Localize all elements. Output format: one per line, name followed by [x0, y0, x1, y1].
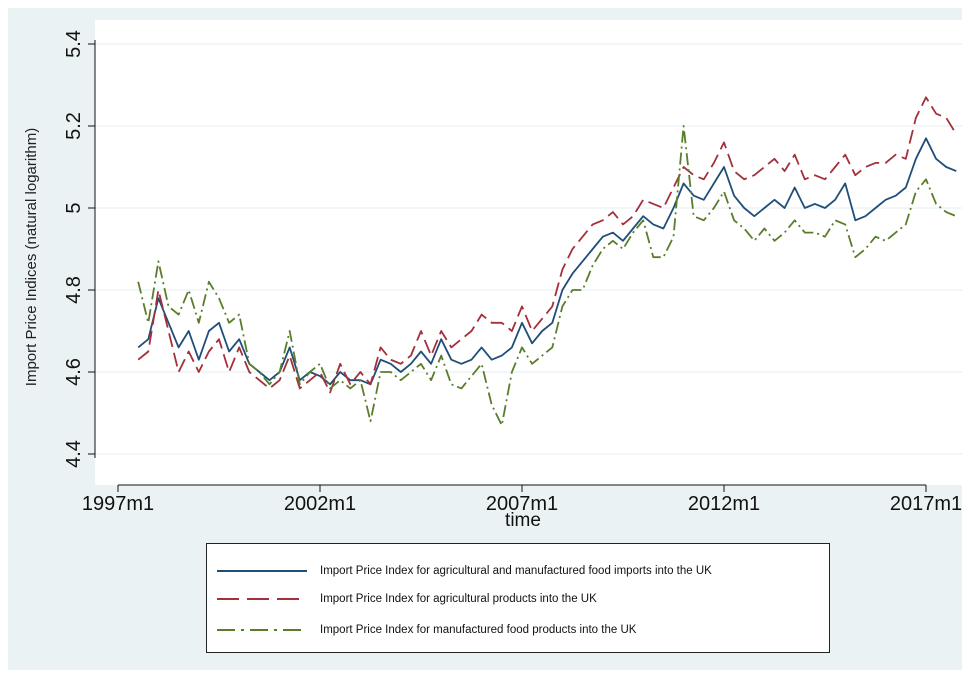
chart-frame: 4.4 4.6 4.8 5 5.2 5.4 1997m1 2002m1 2007m1 2012m1… — [8, 8, 962, 670]
y-tick-label: 4.4 — [63, 440, 85, 468]
legend-label-agricultural: Import Price Index for agricultural prod… — [320, 593, 597, 605]
series-line-combined — [137, 137, 957, 386]
x-tick-label: 2002m1 — [284, 493, 356, 515]
y-tick-label: 5 — [63, 202, 85, 213]
series-layer — [137, 96, 958, 427]
legend-item-manufactured: Import Price Index for manufactured food… — [207, 620, 829, 640]
legend: Import Price Index for agricultural and … — [206, 543, 830, 653]
y-tick-label: 4.6 — [63, 358, 85, 386]
y-axis-title: Import Price Indices (natural logarithm) — [23, 128, 40, 386]
legend-swatch-manufactured — [217, 629, 307, 631]
axis-layer: 4.4 4.6 4.8 5 5.2 5.4 1997m1 2002m1 2007m1 2012m1… — [63, 30, 962, 515]
x-tick-label: 2012m1 — [688, 493, 760, 515]
plot-area — [95, 20, 962, 485]
x-tick-label: 1997m1 — [82, 493, 154, 515]
grid-layer — [95, 43, 962, 455]
series-line-agricultural — [137, 96, 958, 394]
chart-svg: 4.4 4.6 4.8 5 5.2 5.4 1997m1 2002m1 2007m1 2012m1… — [23, 20, 962, 531]
legend-swatch-combined — [217, 570, 307, 572]
y-tick-label: 5.4 — [63, 30, 85, 58]
y-tick-label: 5.2 — [63, 112, 85, 140]
legend-label-manufactured: Import Price Index for manufactured food… — [320, 624, 637, 636]
x-tick-label: 2017m1 — [890, 493, 962, 515]
y-tick-label: 4.8 — [63, 276, 85, 304]
x-axis-title: time — [505, 510, 541, 531]
legend-item-agricultural: Import Price Index for agricultural prod… — [207, 589, 829, 609]
series-line-manufactured — [137, 125, 957, 427]
legend-swatch-agricultural — [217, 598, 307, 600]
legend-label-combined: Import Price Index for agricultural and … — [320, 565, 712, 577]
x-tick-label: 2007m1 — [486, 493, 558, 515]
legend-item-combined: Import Price Index for agricultural and … — [207, 561, 829, 581]
